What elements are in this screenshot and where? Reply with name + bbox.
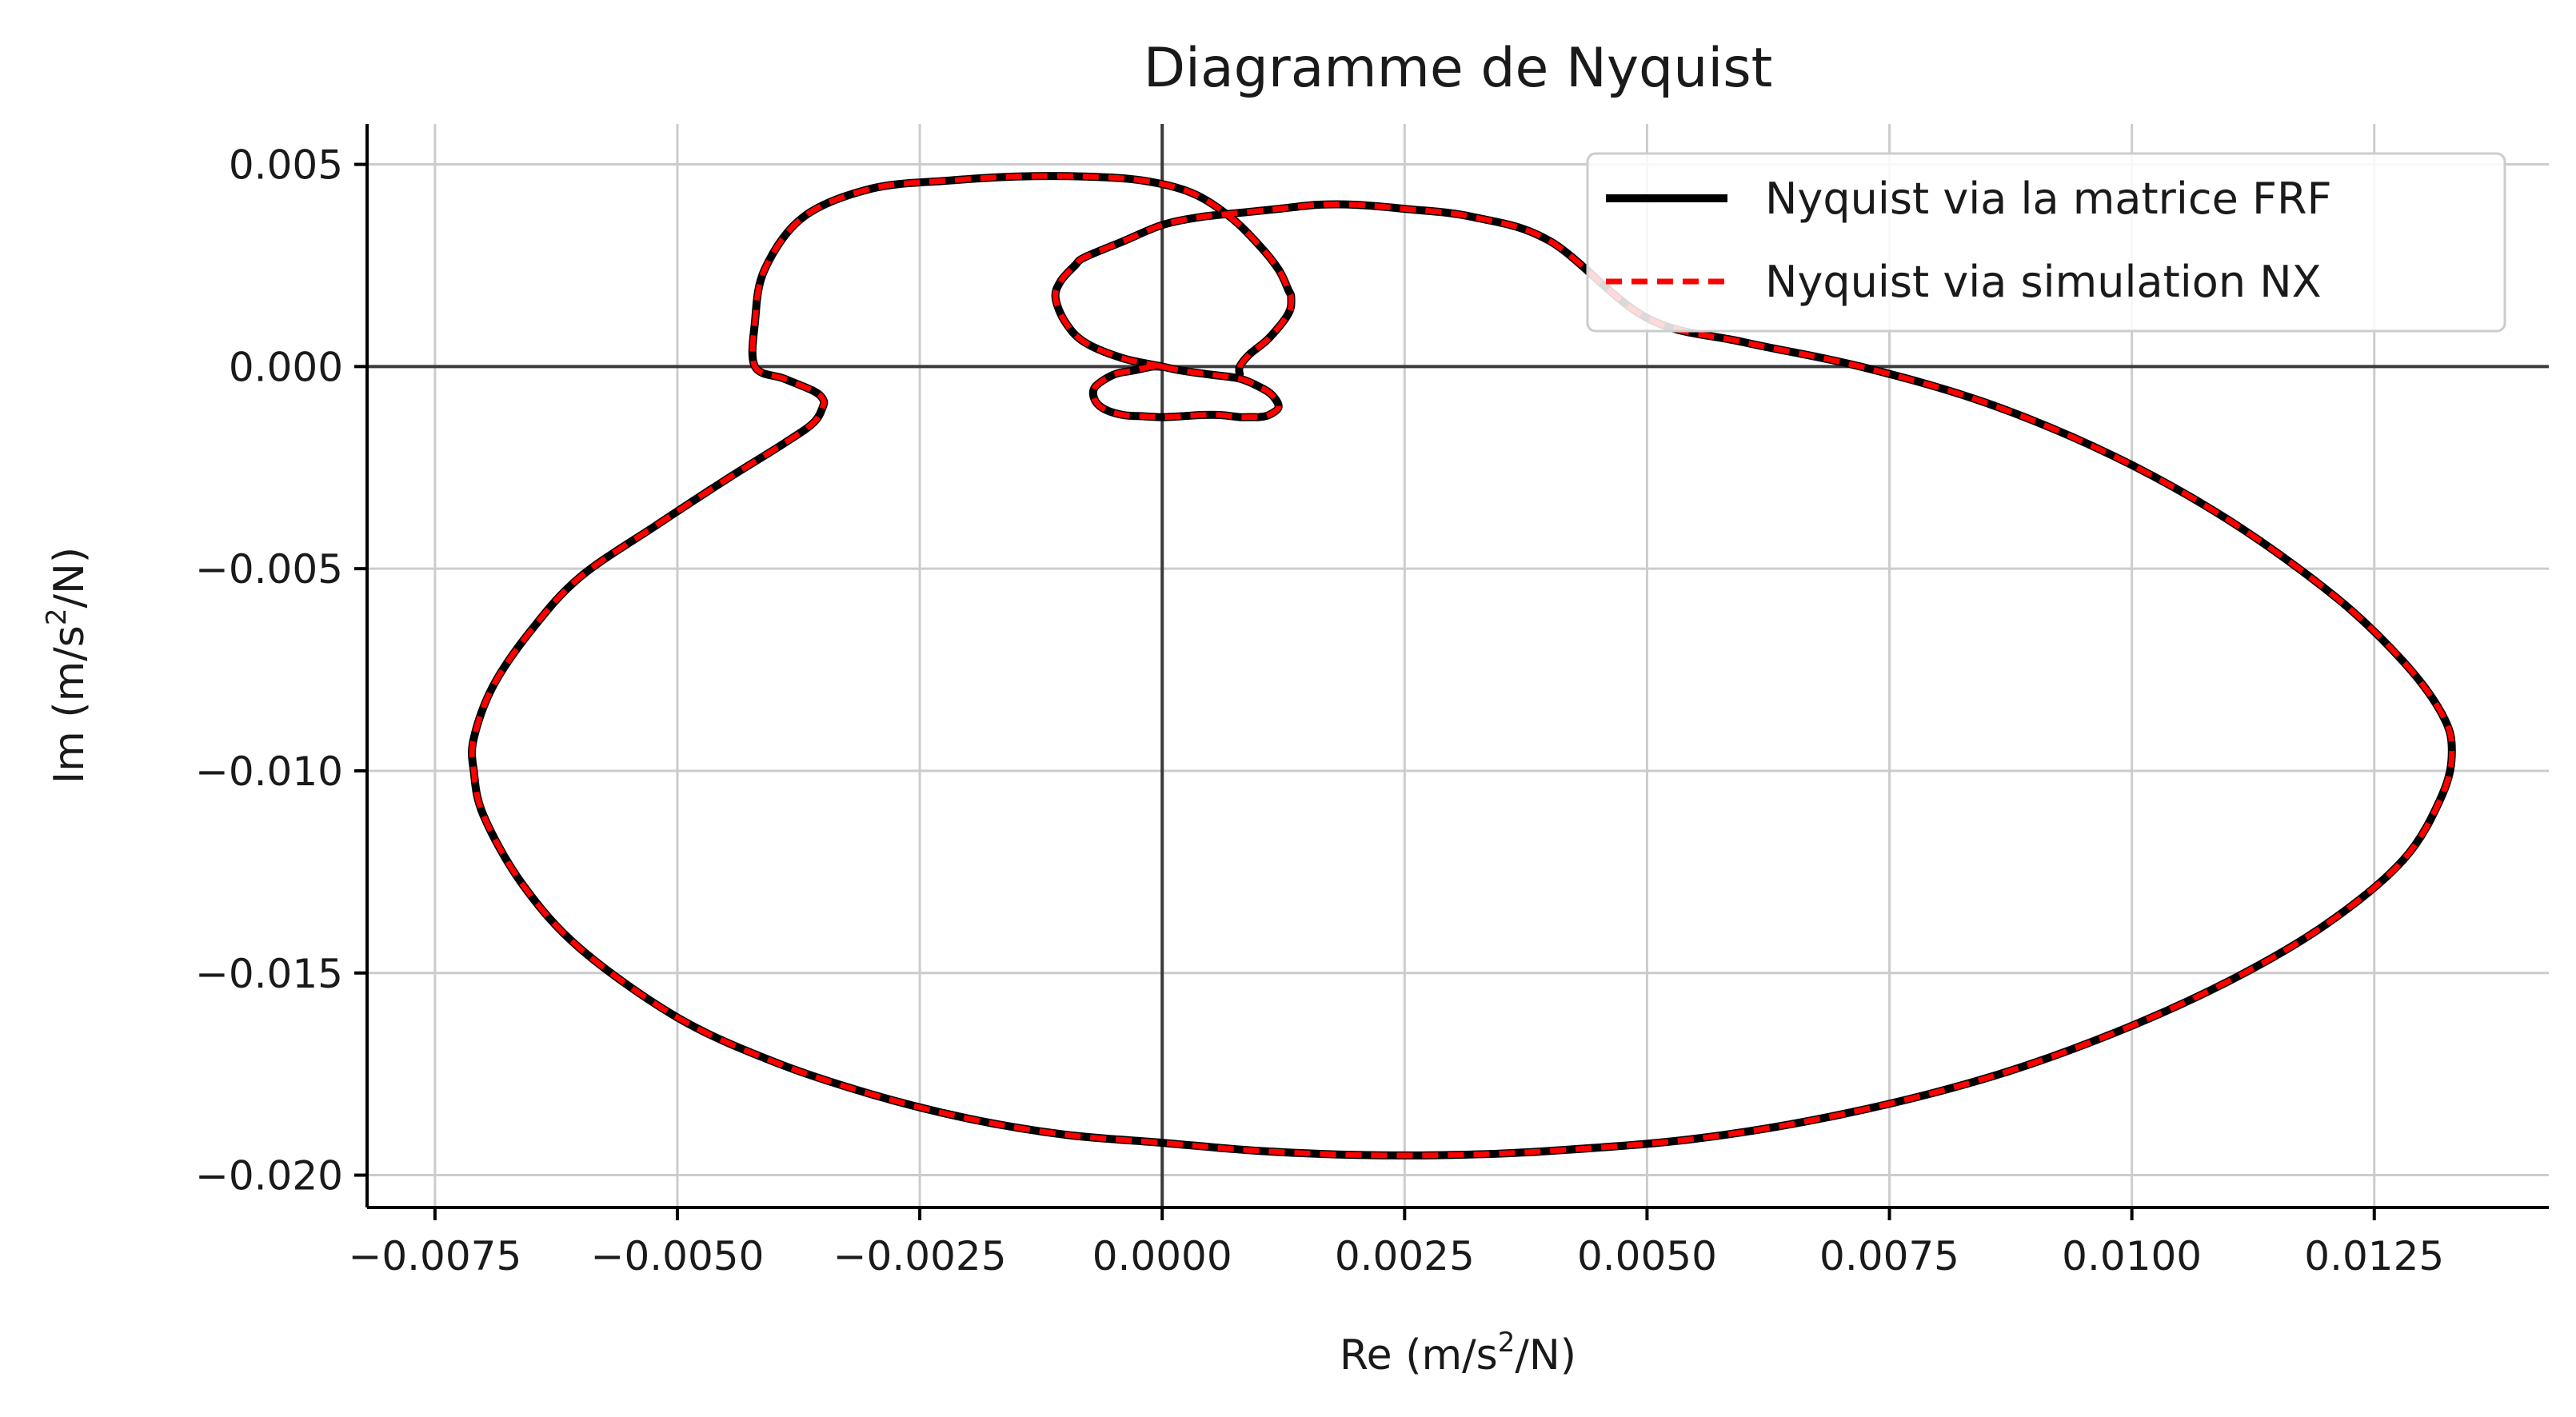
- y-axis-label-main: Im (m/s: [46, 625, 94, 784]
- nyquist-curves: [468, 172, 2456, 1160]
- x-axis-label: Re (m/s2/N): [1340, 1327, 1576, 1379]
- legend-box: [1586, 152, 2506, 333]
- y-tick-label: −0.015: [195, 951, 343, 997]
- x-tick-label: 0.0025: [1335, 1233, 1475, 1279]
- legend-label-nx: Nyquist via simulation NX: [1765, 257, 2322, 307]
- x-tick-label: −0.0025: [833, 1233, 1007, 1279]
- series-line-nx: [469, 173, 2455, 1159]
- x-tick-label: −0.0050: [591, 1233, 765, 1279]
- x-axis-label-end: /N): [1515, 1331, 1576, 1379]
- y-axis-label-end: /N): [46, 547, 94, 609]
- x-axis-ticks: −0.0075 −0.0050 −0.0025 0.0000 0.0025 0.0050 0…: [348, 1207, 2444, 1279]
- y-tick-label: 0.000: [229, 344, 343, 390]
- x-axis-label-main: Re (m/s: [1340, 1331, 1498, 1379]
- x-tick-label: −0.0075: [348, 1233, 521, 1279]
- y-axis-ticks: 0.005 0.000 −0.005 −0.010 −0.015 −0.020: [195, 142, 367, 1199]
- x-tick-label: 0.0000: [1092, 1233, 1232, 1279]
- y-axis-label-superscript: 2: [41, 609, 73, 626]
- chart-title: Diagramme de Nyquist: [1144, 37, 1773, 100]
- y-tick-label: 0.005: [229, 142, 343, 189]
- y-tick-label: −0.020: [195, 1153, 343, 1199]
- x-tick-label: 0.0100: [2062, 1233, 2202, 1279]
- y-tick-label: −0.005: [195, 546, 343, 593]
- x-tick-label: 0.0075: [1819, 1233, 1959, 1279]
- y-tick-label: −0.010: [195, 748, 343, 795]
- reference-lines: [367, 124, 2549, 1207]
- x-axis-label-superscript: 2: [1498, 1327, 1516, 1359]
- y-axis-label: Im (m/s2/N): [41, 547, 94, 784]
- legend-label-frf: Nyquist via la matrice FRF: [1765, 174, 2332, 224]
- legend: Nyquist via la matrice FRF Nyquist via s…: [1586, 152, 2506, 333]
- axes-spines: [365, 124, 2549, 1209]
- x-tick-label: 0.0125: [2304, 1233, 2444, 1279]
- x-tick-label: 0.0050: [1577, 1233, 1717, 1279]
